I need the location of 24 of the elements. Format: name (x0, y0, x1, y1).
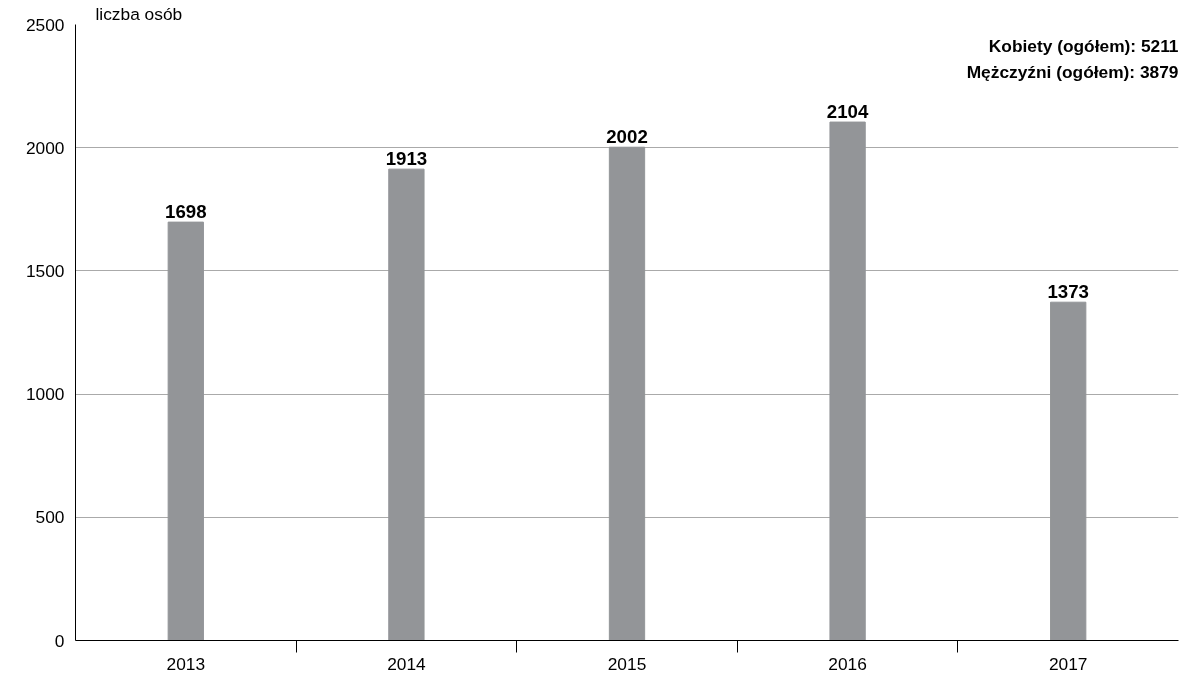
y-axis-title: liczba osób (95, 3, 183, 24)
y-tick-label: 2500 (25, 14, 65, 35)
data-label: 2002 (606, 126, 648, 148)
bar (608, 146, 646, 641)
bar (167, 221, 204, 641)
annotation: Mężczyźni (ogółem): 3879 (966, 61, 1179, 82)
data-label: 1373 (1047, 281, 1089, 303)
data-label: 1698 (165, 201, 207, 223)
y-tick-label: 2000 (25, 137, 65, 158)
x-tick-label: 2014 (387, 653, 427, 674)
x-tick-label: 2017 (1048, 653, 1088, 674)
annotation: Kobiety (ogółem): 5211 (988, 35, 1179, 56)
bar (388, 168, 425, 641)
y-tick-label: 1500 (25, 260, 65, 281)
x-tick-label: 2013 (166, 653, 206, 674)
y-tick-label: 1000 (25, 384, 65, 405)
data-label: 1913 (385, 148, 428, 170)
y-tick-label: 500 (35, 507, 65, 528)
data-label: 2104 (826, 101, 869, 123)
bar (1050, 301, 1087, 641)
x-tick-label: 2016 (828, 653, 867, 674)
x-tick-label: 2015 (607, 653, 647, 674)
y-tick-label: 0 (54, 630, 65, 651)
bar (829, 121, 866, 641)
